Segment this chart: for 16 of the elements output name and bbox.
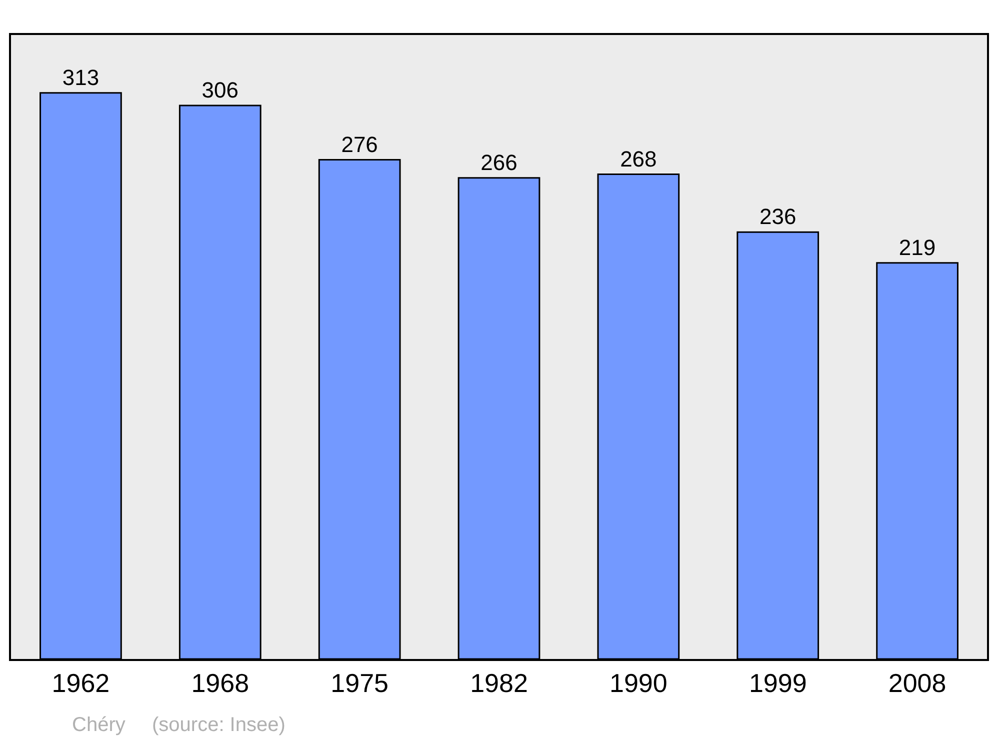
x-tick-label: 1975 bbox=[330, 668, 388, 698]
data-label: 276 bbox=[341, 132, 378, 157]
data-label: 266 bbox=[480, 150, 518, 175]
x-tick-label: 1999 bbox=[748, 668, 807, 698]
x-tick-label: 2008 bbox=[888, 668, 946, 698]
data-label: 236 bbox=[759, 204, 796, 230]
x-tick-label: 1990 bbox=[610, 668, 668, 698]
x-tick-label: 1962 bbox=[52, 668, 110, 698]
data-label: 313 bbox=[62, 64, 100, 90]
data-label: 306 bbox=[202, 78, 239, 103]
data-label: 268 bbox=[620, 146, 657, 172]
x-tick-label: 1968 bbox=[191, 668, 250, 698]
x-tick-label: 1982 bbox=[470, 668, 528, 698]
data-label: 219 bbox=[898, 234, 936, 260]
text: Chéry bbox=[72, 714, 126, 736]
text: (source: Insee) bbox=[152, 714, 286, 736]
